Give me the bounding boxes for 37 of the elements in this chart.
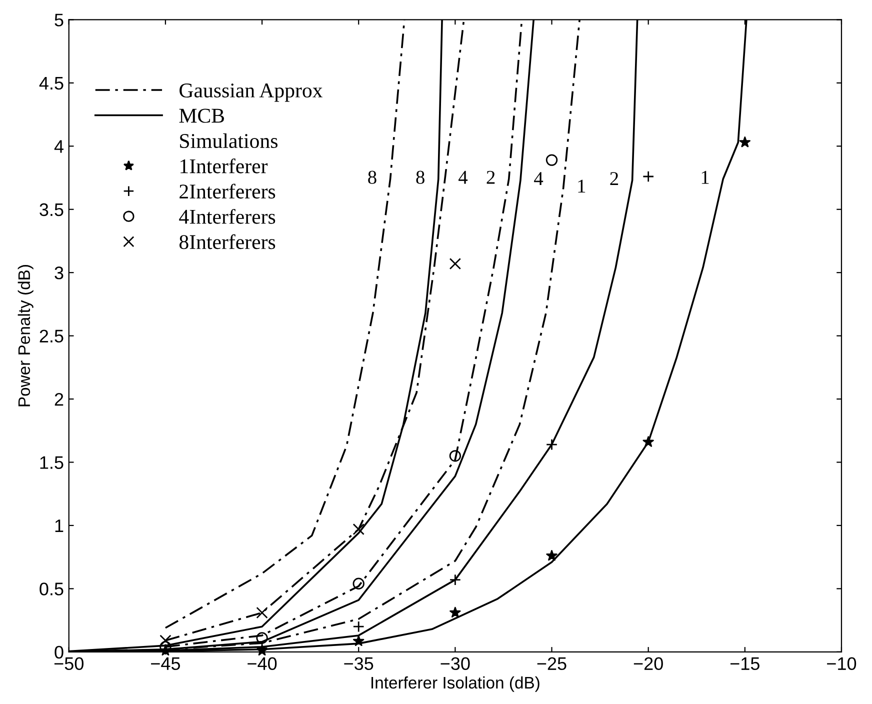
annotation: 1 xyxy=(702,170,709,184)
x-tick-label: −40 xyxy=(248,657,277,670)
legend-label: 1Interferer xyxy=(180,158,268,174)
y-tick-label: 3.5 xyxy=(40,203,64,216)
legend-label: MCB xyxy=(179,108,224,123)
x-tick-label: −45 xyxy=(151,657,180,670)
x-tick-label: −10 xyxy=(827,657,856,670)
y-tick-label: 0 xyxy=(54,646,64,659)
legend-label: 2Interferers xyxy=(180,184,276,199)
x-tick-label: −25 xyxy=(537,657,566,670)
y-tick-label: 4 xyxy=(54,140,64,153)
annotation: 8 xyxy=(416,170,424,184)
y-tick-label: 4.5 xyxy=(39,77,64,90)
x-tick-label: −35 xyxy=(344,657,374,670)
annotation: 4 xyxy=(534,172,544,185)
annotation: 2 xyxy=(486,170,495,184)
x-axis-title: Interferer Isolation (dB) xyxy=(372,676,540,692)
legend-label: 8Interferers xyxy=(179,234,276,250)
y-tick-label: 2 xyxy=(54,392,64,406)
x-tick-label: −20 xyxy=(634,657,663,670)
y-tick-label: 1.5 xyxy=(40,456,64,469)
x-tick-label: −15 xyxy=(730,657,760,670)
y-tick-label: 1 xyxy=(55,520,64,532)
legend-label: 4Interferers xyxy=(179,208,276,224)
legend-title: Simulations xyxy=(180,133,278,148)
y-tick-label: 3 xyxy=(54,266,64,280)
annotation: 1 xyxy=(578,180,586,193)
y-tick-label: 0.5 xyxy=(40,582,64,596)
y-tick-label: 2.5 xyxy=(40,330,64,343)
y-tick-label: 5 xyxy=(54,14,64,26)
x-tick-label: −50 xyxy=(54,657,84,670)
x-tick-label: −30 xyxy=(440,657,470,670)
y-axis-title: Power Penalty (dB) xyxy=(18,265,34,406)
annotation: 8 xyxy=(368,170,376,184)
annotation: 4 xyxy=(458,170,468,184)
annotation: 2 xyxy=(610,172,618,185)
legend-label: Gaussian Approx xyxy=(180,84,323,102)
